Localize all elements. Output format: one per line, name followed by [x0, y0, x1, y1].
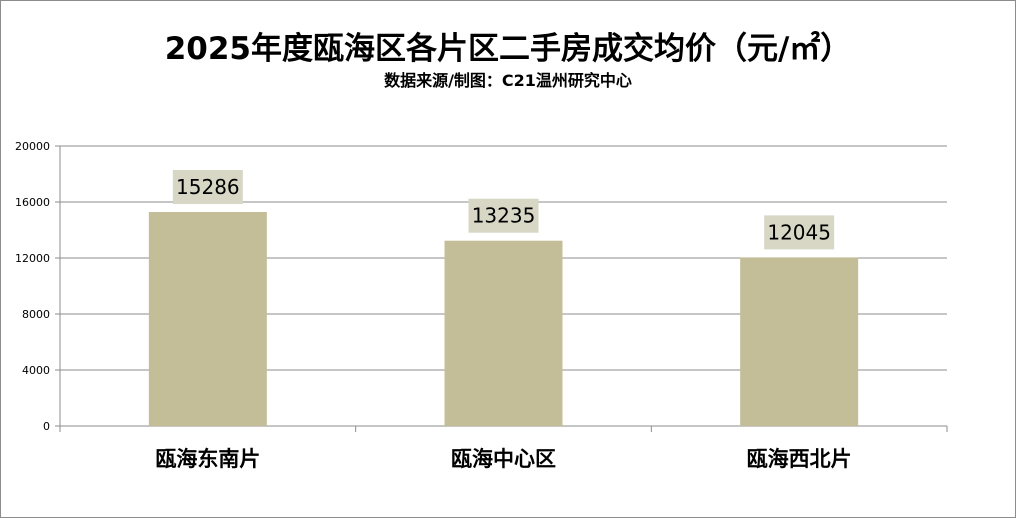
chart-subtitle: 数据来源/制图：C21温州研究中心	[384, 71, 632, 90]
chart-title: 2025年度瓯海区各片区二手房成交均价（元/㎡）	[164, 31, 852, 67]
y-tick-label: 16000	[15, 196, 50, 209]
y-tick-label: 0	[43, 420, 50, 433]
x-category-label: 瓯海西北片	[747, 447, 852, 471]
y-tick-label: 20000	[15, 140, 50, 153]
y-tick-label: 4000	[22, 364, 50, 377]
data-label-box	[764, 215, 835, 250]
x-category-label: 瓯海中心区	[451, 447, 556, 471]
bars	[148, 211, 859, 426]
bar	[740, 257, 859, 426]
data-label-box	[468, 198, 539, 233]
bar	[444, 240, 563, 426]
y-tick-label: 8000	[22, 308, 50, 321]
bar	[148, 211, 267, 426]
data-labels: 15286 13235 12045	[172, 169, 835, 250]
data-label: 13235	[472, 204, 536, 228]
x-category-label: 瓯海东南片	[155, 447, 260, 471]
data-label: 15286	[176, 175, 240, 199]
y-tick-label: 12000	[15, 252, 50, 265]
data-label: 12045	[767, 220, 831, 244]
data-label-box	[172, 169, 243, 204]
